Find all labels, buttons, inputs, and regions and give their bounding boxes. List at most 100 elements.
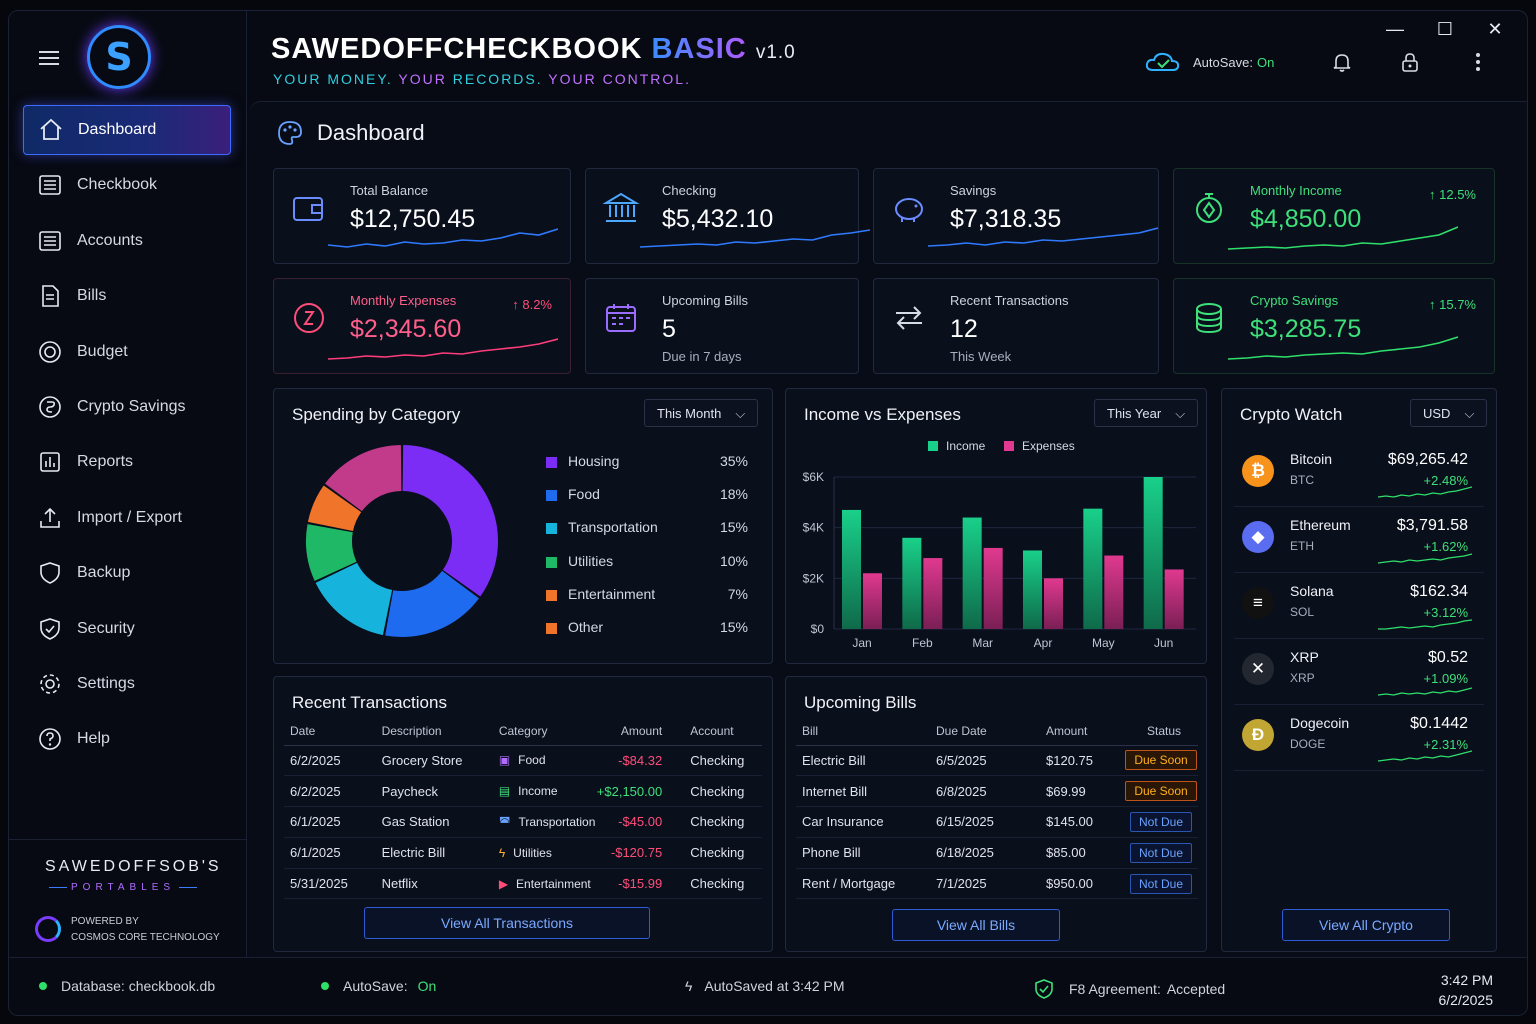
sidebar-item-label: Import / Export xyxy=(77,508,182,526)
sidebar-item-label: Security xyxy=(77,619,135,637)
table-row[interactable]: 6/1/2025 Gas Station ◚ Transportation -$45.0… xyxy=(284,806,762,838)
bell-icon[interactable] xyxy=(1331,51,1353,73)
sidebar-item-settings[interactable]: Settings xyxy=(23,659,231,709)
donut-slice-utilities[interactable] xyxy=(306,524,357,581)
stat-card-monthly-income[interactable]: Monthly Income $4,850.00 ↑ 12.5% xyxy=(1173,168,1495,264)
table-row[interactable]: 6/2/2025 Paycheck ▤ Income +$2,150.00 Checkin… xyxy=(284,775,762,808)
column-header[interactable]: Bill xyxy=(796,717,930,746)
x-tick-label: May xyxy=(1092,636,1115,650)
sidebar-item-reports[interactable]: Reports xyxy=(23,437,231,487)
column-header[interactable]: Date xyxy=(284,717,376,746)
view-all-bills-button[interactable]: View All Bills xyxy=(892,909,1060,941)
donut-slice-food[interactable] xyxy=(385,570,479,637)
spending-period-dropdown[interactable]: This Month ⌵ xyxy=(644,399,759,427)
legend-name: Entertainment xyxy=(568,585,656,602)
donut-slice-transportation[interactable] xyxy=(315,562,393,636)
donut-slice-other[interactable] xyxy=(325,445,402,512)
column-header[interactable]: Amount xyxy=(1040,717,1124,746)
table-row[interactable]: 5/31/2025 Netflix ▶ Entertainment -$15.99 Che… xyxy=(284,868,762,900)
table-row[interactable]: Phone Bill 6/18/2025 $85.00 Not Due xyxy=(796,837,1198,869)
stat-card-checking[interactable]: Checking $5,432.10 xyxy=(585,168,870,264)
autosave-label: AutoSave: xyxy=(1193,54,1253,70)
stat-value: 12 xyxy=(950,315,978,343)
tx-description: Paycheck xyxy=(375,775,493,808)
stat-card-total-balance[interactable]: Total Balance $12,750.45 xyxy=(273,168,571,264)
bar-expenses-may[interactable] xyxy=(1104,555,1124,629)
sparkline xyxy=(1228,226,1458,250)
stat-card-upcoming-bills[interactable]: Upcoming Bills 5 Due in 7 days xyxy=(585,278,859,374)
table-row[interactable]: Rent / Mortgage 7/1/2025 $950.00 Not Due xyxy=(796,868,1198,900)
bar-income-mar[interactable] xyxy=(962,517,982,629)
view-all-crypto-button[interactable]: View All Crypto xyxy=(1282,909,1450,941)
tx-description: Grocery Store xyxy=(375,745,493,777)
more-vertical-icon[interactable] xyxy=(1467,51,1489,73)
bar-expenses-feb[interactable] xyxy=(923,558,943,629)
sidebar-item-help[interactable]: Help xyxy=(23,714,231,764)
column-header[interactable]: Amount xyxy=(596,717,685,746)
income-period-dropdown[interactable]: This Year ⌵ xyxy=(1094,399,1199,427)
table-row[interactable]: Car Insurance 6/15/2025 $145.00 Not Due xyxy=(796,806,1198,838)
column-header[interactable]: Category xyxy=(492,717,597,746)
sparkline xyxy=(640,229,870,248)
sidebar-item-dashboard[interactable]: Dashboard xyxy=(23,105,231,155)
stat-card-recent-transactions[interactable]: Recent Transactions 12 This Week xyxy=(873,278,1159,374)
table-row[interactable]: Electric Bill 6/5/2025 $120.75 Due Soon xyxy=(796,745,1198,777)
legend-item-entertainment: Entertainment 7% xyxy=(546,586,752,606)
column-header[interactable]: Status xyxy=(1124,717,1198,746)
autosave-indicator[interactable]: AutoSave: On xyxy=(1145,51,1274,73)
stat-card-crypto-savings[interactable]: Crypto Savings $3,285.75 ↑ 15.7% xyxy=(1173,278,1495,374)
bar-income-jan[interactable] xyxy=(842,509,861,629)
bar-expenses-jan[interactable] xyxy=(863,573,882,629)
maximize-button[interactable]: ☐ xyxy=(1436,19,1454,39)
view-all-transactions-button[interactable]: View All Transactions xyxy=(364,907,650,939)
crypto-row-ethereum[interactable]: ◆ Ethereum ETH $3,791.58 +1.62% xyxy=(1234,507,1484,573)
crypto-row-dogecoin[interactable]: Đ Dogecoin DOGE $0.1442 +2.31% xyxy=(1234,705,1484,771)
database-status: Database: checkbook.db xyxy=(39,978,215,994)
coin-price: $0.52 xyxy=(1427,649,1468,666)
income-period-value: This Year xyxy=(1107,406,1162,421)
transfer-arrows-icon xyxy=(896,306,922,330)
column-header[interactable]: Due Date xyxy=(930,717,1040,746)
stat-label: Monthly Expenses xyxy=(350,293,457,308)
crypto-row-xrp[interactable]: ✕ XRP XRP $0.52 +1.09% xyxy=(1234,639,1484,705)
stat-card-savings[interactable]: Savings $7,318.35 xyxy=(873,168,1159,264)
bar-income-may[interactable] xyxy=(1083,508,1103,629)
bar-expenses-mar[interactable] xyxy=(983,547,1003,629)
close-button[interactable]: ✕ xyxy=(1487,19,1503,39)
bar-expenses-jun[interactable] xyxy=(1164,569,1184,629)
sidebar-item-crypto-savings[interactable]: Crypto Savings xyxy=(23,382,231,432)
crypto-row-solana[interactable]: ≡ Solana SOL $162.34 +3.12% xyxy=(1234,573,1484,639)
table-row[interactable]: Internet Bill 6/8/2025 $69.99 Due Soon xyxy=(796,775,1198,808)
sidebar-item-backup[interactable]: Backup xyxy=(23,548,231,598)
bar-income-feb[interactable] xyxy=(902,537,922,629)
crypto-row-bitcoin[interactable]: ₿ Bitcoin BTC $69,265.42 +2.48% xyxy=(1234,441,1484,507)
lock-icon[interactable] xyxy=(1399,51,1421,73)
sidebar-item-budget[interactable]: Budget xyxy=(23,327,231,377)
currency-dropdown[interactable]: USD ⌵ xyxy=(1410,399,1488,427)
minimize-button[interactable]: — xyxy=(1386,19,1404,39)
table-row[interactable]: 6/1/2025 Electric Bill ϟ Utilities -$120.75 C… xyxy=(284,837,762,869)
sidebar-item-security[interactable]: Security xyxy=(23,604,231,654)
tx-date: 6/2/2025 xyxy=(284,745,376,777)
donut-slice-housing[interactable] xyxy=(402,445,498,597)
menu-icon[interactable] xyxy=(39,51,59,65)
bar-expenses-apr[interactable] xyxy=(1044,578,1063,629)
stat-card-monthly-expenses[interactable]: Monthly Expenses $2,345.60 ↑ 8.2% xyxy=(273,278,571,374)
tx-description: Electric Bill xyxy=(375,837,493,869)
autosave-status-value: On xyxy=(417,978,437,994)
column-header[interactable]: Description xyxy=(375,717,493,746)
column-header[interactable]: Account xyxy=(684,717,762,746)
sidebar-item-import-export[interactable]: Import / Export xyxy=(23,493,231,543)
table-row[interactable]: 6/2/2025 Grocery Store ▣ Food -$84.32 Checkin… xyxy=(284,745,762,777)
tx-amount: +$2,150.00 xyxy=(596,775,685,808)
stat-label: Recent Transactions xyxy=(950,293,1069,308)
bar-income-apr[interactable] xyxy=(1023,550,1042,629)
sidebar-item-checkbook[interactable]: Checkbook xyxy=(23,160,231,210)
lightning-icon: ϟ xyxy=(685,978,693,994)
donut-slice-entertainment[interactable] xyxy=(307,485,362,532)
sidebar-item-bills[interactable]: Bills xyxy=(23,271,231,321)
sidebar-item-accounts[interactable]: Accounts xyxy=(23,216,231,266)
crypto-icon xyxy=(39,396,61,418)
tx-amount: -$84.32 xyxy=(596,745,685,777)
bar-income-jun[interactable] xyxy=(1143,477,1163,629)
